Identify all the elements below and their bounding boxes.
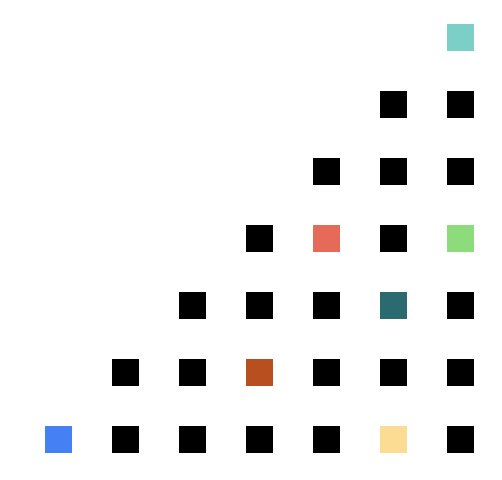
- cell-r3-c3[interactable]: [246, 225, 273, 252]
- cell-r4-c5[interactable]: [380, 292, 407, 319]
- cell-r6-c1[interactable]: [112, 426, 139, 453]
- cell-r3-c6[interactable]: [447, 225, 474, 252]
- cell-r2-c5[interactable]: [380, 158, 407, 185]
- cell-r3-c5[interactable]: [380, 225, 407, 252]
- cell-r5-c6[interactable]: [447, 359, 474, 386]
- cell-r6-c5[interactable]: [380, 426, 407, 453]
- cell-r5-c1[interactable]: [112, 359, 139, 386]
- cell-r4-c6[interactable]: [447, 292, 474, 319]
- cell-r4-c3[interactable]: [246, 292, 273, 319]
- cell-r0-c6[interactable]: [447, 24, 474, 51]
- cell-r1-c5[interactable]: [380, 91, 407, 118]
- cell-r4-c4[interactable]: [313, 292, 340, 319]
- cell-r5-c5[interactable]: [380, 359, 407, 386]
- cell-r6-c0[interactable]: [45, 426, 72, 453]
- cell-r6-c4[interactable]: [313, 426, 340, 453]
- cell-r2-c4[interactable]: [313, 158, 340, 185]
- cell-r5-c4[interactable]: [313, 359, 340, 386]
- cell-r2-c6[interactable]: [447, 158, 474, 185]
- cell-r6-c2[interactable]: [179, 426, 206, 453]
- cell-r5-c3[interactable]: [246, 359, 273, 386]
- cell-r4-c2[interactable]: [179, 292, 206, 319]
- cell-r3-c4[interactable]: [313, 225, 340, 252]
- cell-r6-c6[interactable]: [447, 426, 474, 453]
- cell-r1-c6[interactable]: [447, 91, 474, 118]
- cell-r5-c2[interactable]: [179, 359, 206, 386]
- cell-r6-c3[interactable]: [246, 426, 273, 453]
